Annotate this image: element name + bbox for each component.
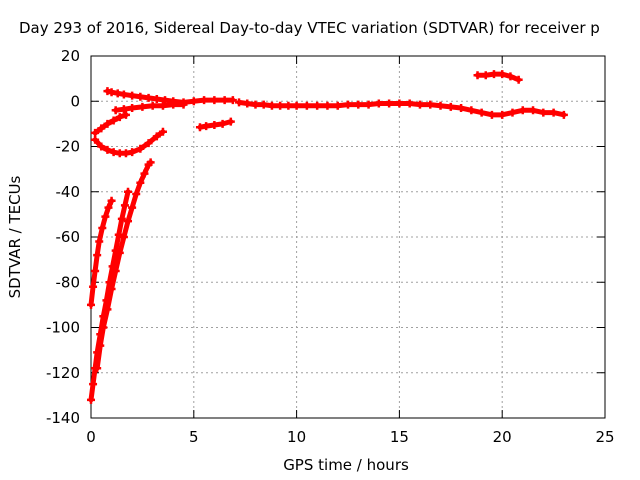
series-trace	[103, 279, 113, 303]
y-tick-label: -120	[46, 364, 80, 382]
x-tick-label: 15	[390, 428, 409, 446]
data-points	[87, 70, 568, 404]
series-trace	[90, 268, 98, 290]
x-tick-label: 5	[189, 428, 199, 446]
x-tick-label: 20	[493, 428, 512, 446]
y-tick-label: -20	[56, 138, 81, 156]
series-trace	[116, 216, 125, 238]
series-trace	[507, 73, 522, 83]
series-trace	[121, 218, 131, 240]
chart-title: Day 293 of 2016, Sidereal Day-to-day VTE…	[19, 19, 600, 37]
y-tick-label: -60	[56, 228, 81, 246]
y-tick-label: -140	[46, 409, 80, 427]
series-trace	[100, 306, 110, 330]
series-trace	[117, 112, 129, 120]
y-axis-title: SDTVAR / TECUs	[6, 175, 24, 298]
x-tick-label: 0	[86, 428, 96, 446]
series-trace	[92, 252, 100, 274]
series-trace	[90, 365, 98, 387]
series-trace	[97, 325, 106, 349]
y-tick-label: 20	[61, 47, 80, 65]
y-tick-label: -80	[56, 273, 81, 291]
series-trace	[110, 248, 119, 269]
series-trace	[88, 381, 96, 403]
x-axis-title: GPS time / hours	[283, 456, 409, 474]
series-trace	[88, 284, 96, 308]
x-tick-label: 25	[595, 428, 614, 446]
x-tick-label: 10	[287, 428, 306, 446]
series-trace	[154, 129, 166, 139]
series-trace	[113, 250, 123, 274]
x-axis-ticks: 0 5 10 15 20 25	[86, 56, 615, 446]
series-trace	[117, 234, 127, 256]
series-trace	[107, 263, 116, 285]
series-trace	[551, 110, 567, 118]
series-trace	[146, 159, 154, 168]
series-trace	[104, 286, 115, 312]
y-tick-label: 0	[70, 92, 80, 110]
series-trace	[113, 232, 122, 254]
series-trace	[122, 189, 131, 208]
y-tick-label: -100	[46, 319, 80, 337]
series-trace	[94, 343, 103, 371]
series-trace	[220, 119, 234, 127]
series-trace	[109, 268, 119, 292]
y-tick-label: -40	[56, 183, 81, 201]
series-trace	[105, 198, 115, 211]
y-axis-ticks: -140 -120 -100 -80 -60 -40 -20 0 20	[46, 47, 605, 427]
